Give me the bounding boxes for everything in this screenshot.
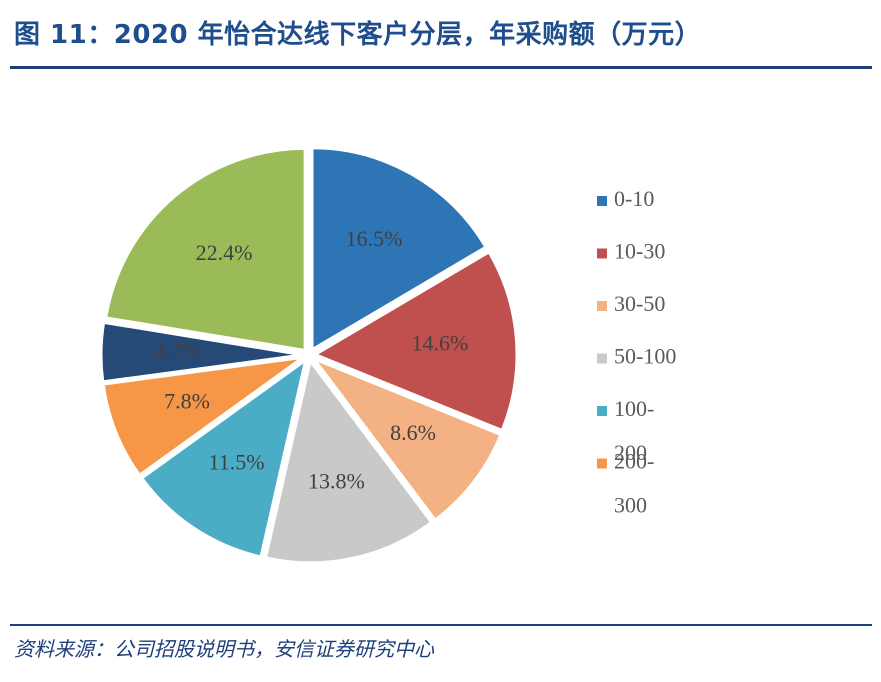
legend-swatch-30-50 xyxy=(597,301,607,311)
legend-swatch-0-10 xyxy=(597,196,607,206)
data-label-50-100: 13.8% xyxy=(308,468,365,493)
title-divider xyxy=(10,66,872,69)
pie-slice-50-100 xyxy=(263,357,434,565)
legend-label-200-300-line1: 200- xyxy=(614,449,654,474)
legend-label-10-30: 10-30 xyxy=(614,239,665,264)
data-label-other: 22.4% xyxy=(196,240,253,265)
source-note: 资料来源：公司招股说明书，安信证券研究中心 xyxy=(14,637,434,661)
legend-label-200-300-line2: 300 xyxy=(614,493,647,518)
pie-slice->300 xyxy=(99,320,304,384)
pie-slice-30-50 xyxy=(309,355,503,523)
legend-label-30-50: 30-50 xyxy=(614,291,665,316)
legend-swatch-50-100 xyxy=(597,353,607,364)
legend-label-100-200-line2: 200 xyxy=(614,440,647,465)
pie-slice-other xyxy=(104,146,307,353)
pie-slice-200-300 xyxy=(101,355,305,478)
data-label-200-300: 7.8% xyxy=(164,389,210,414)
pie-slice-0-10 xyxy=(310,146,489,353)
legend-swatch-100-200 xyxy=(597,406,607,416)
data-label-100-200: 11.5% xyxy=(209,449,265,474)
footer-divider xyxy=(10,624,872,626)
legend-label-100-200-line1: 100- xyxy=(614,396,654,421)
data-label-0-10: 16.5% xyxy=(346,226,403,251)
legend-swatch-10-30 xyxy=(597,248,607,259)
chart-title: 图 11：2020 年怡合达线下客户分层，年采购额（万元） xyxy=(14,20,702,50)
legend-swatch-200-300 xyxy=(597,458,607,469)
data-label->300: 4.7% xyxy=(155,338,201,363)
data-label-10-30: 14.6% xyxy=(411,330,468,355)
pie-slice-10-30 xyxy=(311,249,519,433)
pie-slice-100-200 xyxy=(139,356,309,559)
legend-label-0-10: 0-10 xyxy=(614,186,654,211)
legend-label-50-100: 50-100 xyxy=(614,344,676,369)
data-label-30-50: 8.6% xyxy=(390,420,436,445)
